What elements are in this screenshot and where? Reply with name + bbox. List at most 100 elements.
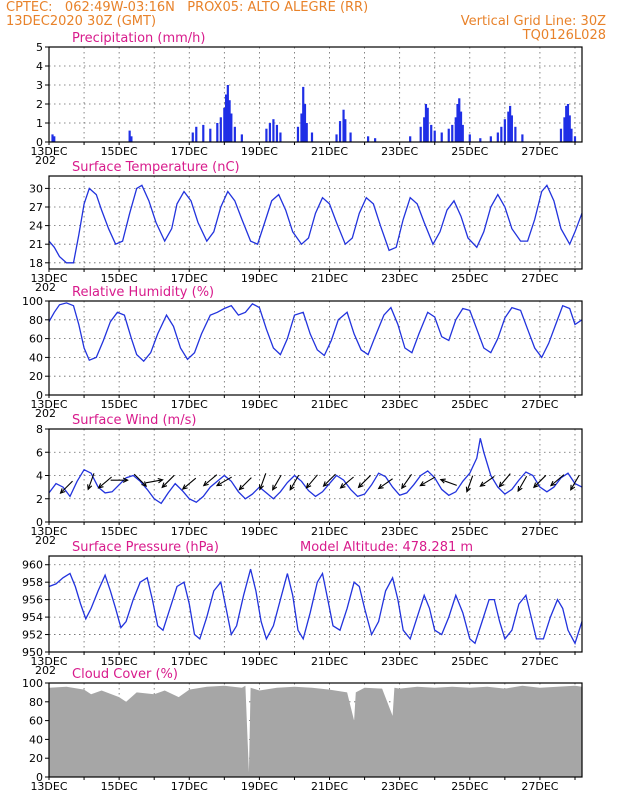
- y-tick-label: 8: [36, 423, 43, 436]
- wind-vector: [305, 474, 318, 489]
- wind-vector-head: [377, 483, 384, 490]
- y-tick-label: 954: [22, 611, 43, 624]
- x-year-label: 202: [35, 407, 56, 420]
- wind-vector-head: [305, 482, 312, 489]
- wind-vector: [419, 476, 436, 487]
- precip-bar: [224, 94, 228, 142]
- x-tick-label: 27DEC: [521, 145, 558, 158]
- wind-vector: [145, 477, 164, 484]
- x-tick-label: 23DEC: [381, 780, 418, 793]
- precip-bar: [423, 117, 426, 142]
- wind-vector: [322, 473, 336, 488]
- wind-vector-head: [419, 481, 426, 487]
- precip-bar: [500, 126, 503, 142]
- precip-bar: [305, 123, 308, 142]
- precip-bar: [128, 130, 131, 142]
- wind-vector-shaft: [498, 473, 511, 488]
- wind-vector-head: [357, 482, 364, 489]
- x-tick-label: 15DEC: [101, 780, 138, 793]
- wind-vector: [181, 477, 197, 490]
- precip-bar: [191, 132, 194, 142]
- y-tick-label: 958: [22, 576, 43, 589]
- y-tick-label: 27: [29, 201, 43, 214]
- precip-bar: [507, 111, 510, 142]
- x-tick-label: 27DEC: [521, 655, 558, 668]
- panel-frame: [48, 300, 583, 396]
- wind-vector: [465, 475, 474, 493]
- wind-vector-shaft: [420, 476, 436, 487]
- wind-vector-head: [141, 481, 148, 488]
- model-altitude-label: Model Altitude: 478.281 m: [300, 540, 473, 555]
- x-year-label: 202: [35, 534, 56, 547]
- wind-vector: [97, 476, 112, 489]
- wind-vector: [272, 474, 282, 491]
- y-tick-label: 100: [22, 295, 43, 308]
- x-tick-label: 23DEC: [381, 145, 418, 158]
- precip-bar: [240, 134, 243, 142]
- y-tick-label: 3: [36, 79, 43, 92]
- precip-bar: [461, 124, 464, 142]
- wind-vector-shaft: [238, 477, 252, 491]
- x-tick-label: 13DEC: [30, 780, 67, 793]
- y-tick-label: 60: [29, 715, 43, 728]
- wind-vector-head: [339, 483, 346, 489]
- wind-vector-head: [181, 484, 188, 490]
- precip-bar: [272, 119, 275, 142]
- panel-frame: [48, 682, 583, 778]
- wind-vector-head: [570, 484, 576, 491]
- precip-bar: [279, 132, 282, 142]
- wind-vector: [238, 477, 252, 491]
- wind-vector-shaft: [378, 478, 393, 489]
- wind-vector-shaft: [466, 475, 474, 492]
- wind-vector: [289, 474, 300, 491]
- wind-vector-head: [517, 485, 523, 493]
- precip-bar: [510, 115, 513, 142]
- precip-bar: [563, 117, 566, 142]
- wind-vector-shaft: [517, 476, 528, 492]
- panel-frame: [48, 175, 583, 270]
- precip-bar: [503, 119, 506, 142]
- wind-vector-shaft: [145, 479, 163, 484]
- wind-vector: [161, 474, 175, 489]
- x-tick-label: 23DEC: [381, 272, 418, 285]
- wind-vector: [59, 480, 73, 495]
- cloud-area: [49, 685, 582, 777]
- precip-bar: [489, 136, 492, 142]
- y-tick-label: 30: [29, 182, 43, 195]
- precip-bar: [573, 136, 577, 142]
- wind-vector-shaft: [182, 477, 197, 490]
- wind-vector-shaft: [272, 474, 282, 491]
- x-tick-label: 27DEC: [521, 398, 558, 411]
- y-tick-label: 80: [29, 314, 43, 327]
- x-tick-label: 15DEC: [101, 525, 138, 538]
- precip-bar: [223, 107, 226, 142]
- precip-bar: [216, 123, 219, 142]
- series-line: [48, 438, 583, 505]
- precip-bar: [303, 104, 307, 142]
- y-tick-label: 0: [36, 389, 43, 402]
- x-tick-label: 13DEC: [30, 272, 67, 285]
- x-tick-label: 17DEC: [171, 398, 208, 411]
- header-station: CPTEC: 062:49W-03:16N PROX05: ALTO ALEGR…: [6, 0, 369, 15]
- x-tick-label: 21DEC: [311, 780, 348, 793]
- wind-vector-head: [238, 484, 245, 491]
- wind-vector-head: [465, 486, 471, 493]
- precip-bar: [440, 132, 443, 142]
- x-tick-label: 23DEC: [381, 655, 418, 668]
- wind-vector: [570, 474, 580, 491]
- wind-vector-head: [215, 481, 222, 487]
- precip-bar: [226, 85, 229, 142]
- y-tick-label: 2: [36, 98, 43, 111]
- wind-vector: [87, 473, 95, 491]
- precip-bar: [424, 104, 428, 142]
- wind-vector: [439, 478, 457, 486]
- x-tick-label: 13DEC: [30, 525, 67, 538]
- wind-vector-shaft: [306, 474, 318, 489]
- wind-vector-shaft: [533, 474, 547, 488]
- x-tick-label: 21DEC: [311, 398, 348, 411]
- y-tick-label: 0: [36, 516, 43, 529]
- x-tick-label: 19DEC: [241, 272, 278, 285]
- wind-vector-head: [87, 484, 93, 491]
- y-tick-label: 4: [36, 470, 43, 483]
- precip-bar: [514, 126, 517, 142]
